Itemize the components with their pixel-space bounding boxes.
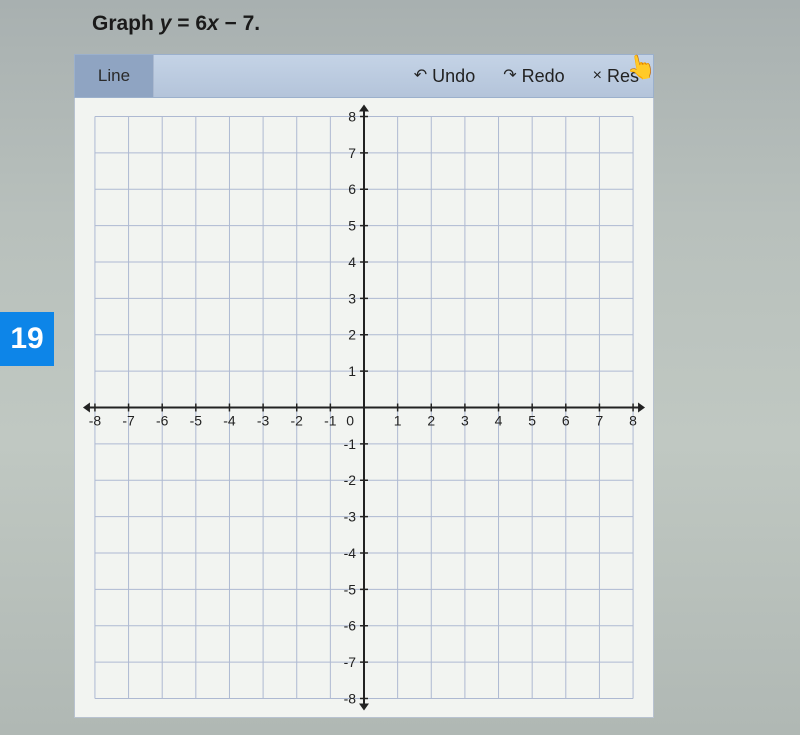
- svg-text:-1: -1: [344, 436, 357, 452]
- undo-label: Undo: [432, 66, 475, 87]
- svg-text:2: 2: [348, 327, 356, 343]
- svg-text:-4: -4: [223, 412, 236, 428]
- graph-toolbar: Line ↶ Undo ↷ Redo × Res: [74, 54, 654, 98]
- redo-label: Redo: [522, 66, 565, 87]
- prompt-coef: 6: [195, 12, 207, 35]
- svg-text:-8: -8: [344, 690, 357, 706]
- svg-text:0: 0: [346, 412, 354, 428]
- svg-text:-2: -2: [344, 472, 357, 488]
- svg-text:-2: -2: [291, 412, 304, 428]
- problem-prompt: Graph y = 6x − 7.: [92, 12, 260, 36]
- undo-button[interactable]: ↶ Undo: [400, 55, 489, 97]
- reset-icon: ×: [593, 68, 602, 84]
- svg-text:6: 6: [562, 412, 570, 428]
- line-tool-button[interactable]: Line: [75, 55, 154, 97]
- svg-text:1: 1: [348, 363, 356, 379]
- svg-text:8: 8: [348, 108, 356, 124]
- prompt-y: y: [160, 12, 172, 35]
- question-number: 19: [10, 322, 43, 356]
- svg-text:-8: -8: [89, 412, 102, 428]
- svg-text:6: 6: [348, 181, 356, 197]
- redo-button[interactable]: ↷ Redo: [489, 55, 578, 97]
- svg-text:7: 7: [348, 145, 356, 161]
- coordinate-grid[interactable]: -8 -7 -6 -5 -4 -3 -2 -1 0 1 2 3 4 5 6 7 8 -8 -7 -6 -5 -4 -3 -2 -…: [75, 98, 653, 717]
- redo-icon: ↷: [503, 68, 516, 84]
- prompt-prefix: Graph: [92, 12, 160, 35]
- svg-text:-5: -5: [344, 581, 357, 597]
- svg-text:-7: -7: [344, 654, 357, 670]
- svg-text:-1: -1: [324, 412, 337, 428]
- svg-text:-6: -6: [156, 412, 169, 428]
- svg-text:5: 5: [348, 218, 356, 234]
- svg-text:8: 8: [629, 412, 637, 428]
- svg-text:3: 3: [461, 412, 469, 428]
- svg-text:-6: -6: [344, 618, 357, 634]
- prompt-x: x: [207, 12, 219, 35]
- graph-area[interactable]: -8 -7 -6 -5 -4 -3 -2 -1 0 1 2 3 4 5 6 7 8 -8 -7 -6 -5 -4 -3 -2 -…: [74, 98, 654, 718]
- svg-text:-5: -5: [190, 412, 203, 428]
- svg-text:4: 4: [348, 254, 356, 270]
- svg-text:7: 7: [596, 412, 604, 428]
- svg-text:2: 2: [427, 412, 435, 428]
- svg-text:-3: -3: [257, 412, 270, 428]
- svg-text:-3: -3: [344, 509, 357, 525]
- svg-text:3: 3: [348, 290, 356, 306]
- prompt-eq: =: [171, 12, 195, 35]
- line-tool-label: Line: [98, 66, 130, 86]
- svg-text:4: 4: [495, 412, 503, 428]
- prompt-tail: − 7.: [219, 12, 260, 35]
- question-number-badge: 19: [0, 312, 54, 366]
- svg-text:-7: -7: [122, 412, 135, 428]
- svg-text:1: 1: [394, 412, 402, 428]
- reset-label: Res: [607, 66, 639, 87]
- svg-text:-4: -4: [344, 545, 357, 561]
- reset-button[interactable]: × Res: [579, 55, 653, 97]
- undo-icon: ↶: [414, 68, 427, 84]
- svg-text:5: 5: [528, 412, 536, 428]
